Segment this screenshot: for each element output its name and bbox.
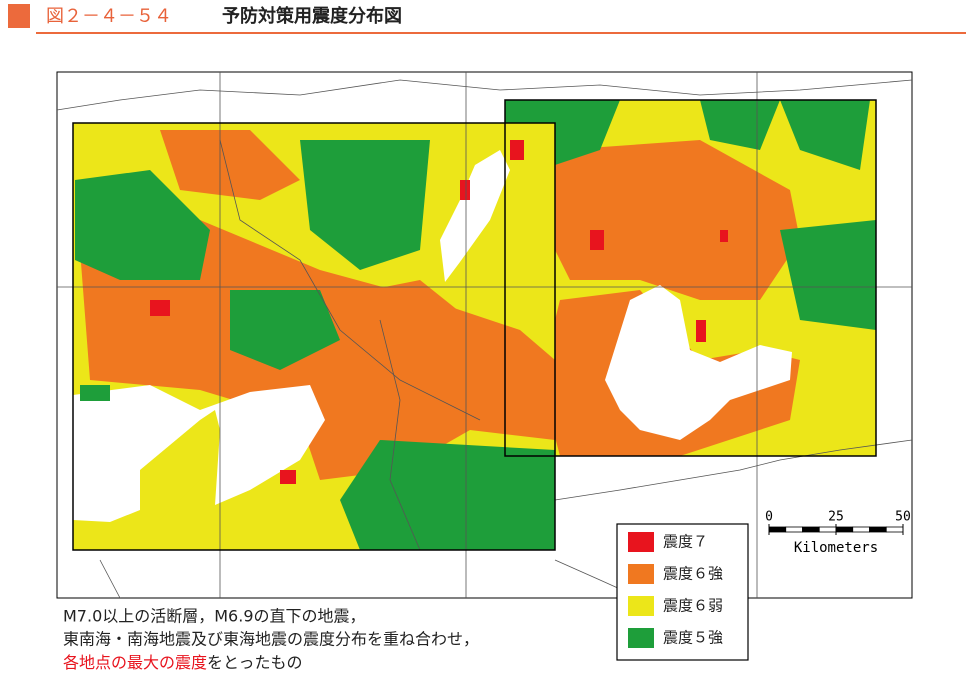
scale-segment	[802, 526, 820, 533]
figure-number: 図２－４－５４	[46, 6, 172, 27]
caption-line: 東南海・南海地震及び東海地震の震度分布を重ね合わせ，	[63, 630, 479, 649]
legend-label: 震度７	[663, 533, 708, 551]
legend-swatch	[628, 596, 654, 616]
caption-line: M7.0以上の活断層，M6.9の直下の地震，	[63, 607, 366, 626]
scale-segment	[785, 526, 803, 533]
legend-label: 震度６強	[663, 565, 723, 583]
caption-rest: をとったもの	[207, 653, 303, 672]
legend-swatch	[628, 564, 654, 584]
scale-segment	[852, 526, 870, 533]
scale-tick-label: 0	[765, 510, 773, 525]
legend-label: 震度５強	[663, 629, 723, 647]
scale-segment	[869, 526, 887, 533]
legend-swatch	[628, 532, 654, 552]
scale-unit: Kilometers	[794, 540, 878, 556]
scale-segment	[818, 526, 837, 533]
scale-tick-label: 50	[895, 510, 911, 525]
legend-label: 震度６弱	[663, 597, 723, 615]
scale-tick-label: 25	[828, 510, 844, 525]
map	[56, 71, 913, 599]
header-mark	[8, 4, 30, 28]
caption-line: 各地点の最大の震度をとったもの	[63, 653, 303, 672]
scale-segment	[835, 526, 854, 533]
figure-title: 予防対策用震度分布図	[222, 5, 402, 27]
scale-segment	[885, 526, 904, 533]
scale-bar: 0 25 50 Kilometers	[765, 510, 911, 557]
legend-swatch	[628, 628, 654, 648]
caption-highlight: 各地点の最大の震度	[63, 653, 207, 672]
scale-segment	[768, 526, 787, 533]
